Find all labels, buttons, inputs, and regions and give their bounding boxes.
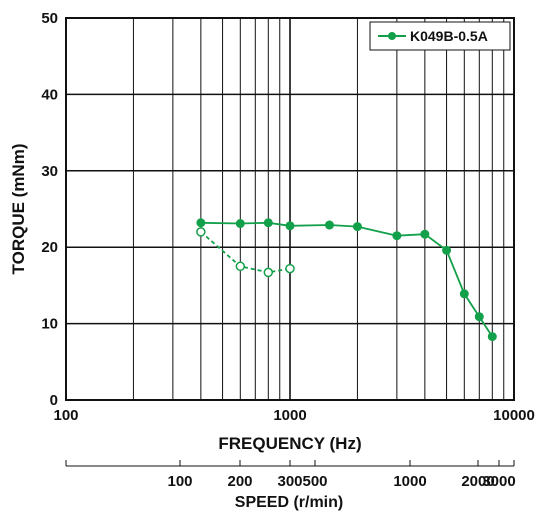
legend-series-label: K049B-0.5A (410, 28, 488, 44)
data-point (474, 312, 484, 322)
x-tick-label: 1000 (273, 407, 306, 424)
x-tick-label: 10000 (493, 407, 535, 424)
data-point (442, 245, 452, 255)
open-data-point (285, 263, 295, 274)
x-tick-label: 100 (53, 407, 78, 424)
speed-tick-label: 3000 (482, 473, 515, 490)
open-data-point (196, 227, 206, 237)
y-axis-label: TORQUE (mNm) (9, 144, 28, 275)
data-point (487, 332, 497, 342)
speed-axis-label: SPEED (r/min) (235, 494, 343, 511)
speed-tick-label: 300 (277, 473, 302, 490)
data-point (392, 231, 402, 241)
y-tick-label: 40 (41, 86, 58, 103)
speed-tick-label: 200 (227, 473, 252, 490)
x-axis-label: FREQUENCY (Hz) (218, 434, 361, 453)
data-point (263, 218, 273, 228)
y-tick-label: 50 (41, 10, 58, 27)
legend: K049B-0.5A (369, 21, 511, 51)
open-data-point (235, 261, 246, 272)
data-point (196, 218, 206, 228)
grid (66, 18, 514, 400)
speed-tick-label: 100 (167, 473, 192, 490)
y-tick-label: 0 (50, 392, 58, 409)
data-point (352, 222, 362, 232)
series-line (200, 221, 494, 338)
legend-marker (388, 32, 396, 40)
series-layer (196, 218, 497, 342)
tick-labels: 100 1000 10000 0 10 20 30 40 50 (41, 10, 535, 424)
y-tick-label: 20 (41, 239, 58, 256)
y-tick-label: 10 (41, 316, 58, 333)
speed-tick-label: 2000 (461, 473, 494, 490)
speed-tick-label: 1000 (393, 473, 426, 490)
speed-tick-label: 500 (302, 473, 327, 490)
open-data-point (263, 267, 274, 278)
dashed-series-line (200, 231, 291, 274)
y-tick-label: 30 (41, 163, 58, 180)
data-point (459, 289, 469, 299)
plot-frame (65, 17, 515, 401)
data-point (324, 220, 334, 230)
data-point (235, 219, 245, 229)
data-point (420, 229, 430, 239)
data-point (285, 221, 295, 231)
